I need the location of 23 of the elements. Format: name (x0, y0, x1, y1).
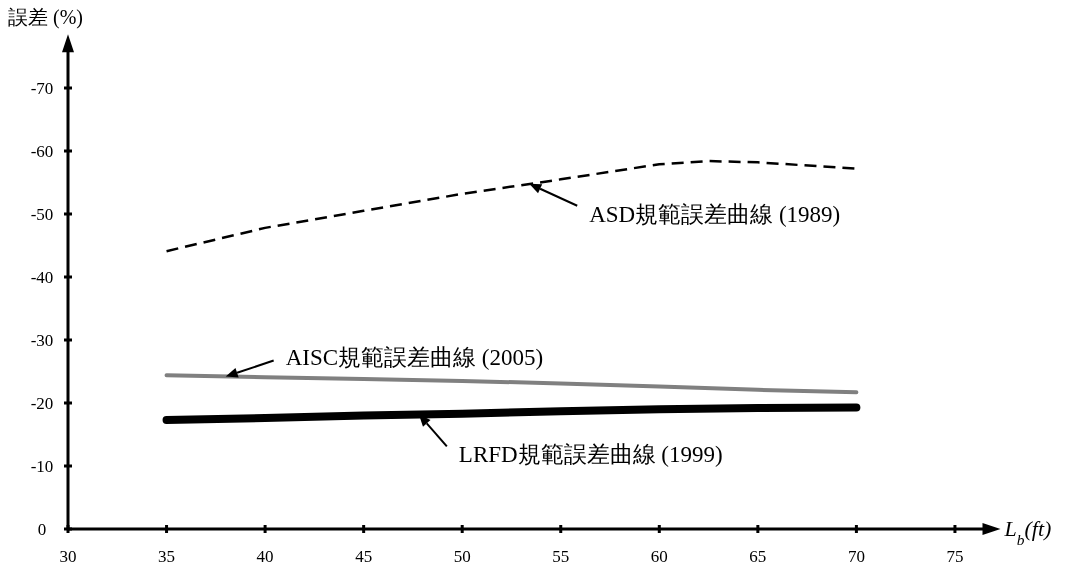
y-tick-label: -20 (30, 394, 54, 413)
x-tick-label: 35 (158, 547, 176, 566)
x-tick-label: 70 (847, 547, 865, 566)
annotation: ASD規範誤差曲線 (1989) (589, 201, 841, 227)
x-axis-title: L$_{b}$(ft) (1003, 516, 1052, 548)
y-tick-label: -30 (30, 331, 54, 350)
x-tick-label: 30 (59, 547, 77, 566)
annotation: AISC規範誤差曲線 (2005) (285, 344, 544, 370)
y-tick-label: -10 (30, 457, 54, 476)
x-tick-label: 50 (453, 547, 471, 566)
y-tick-label: 0 (37, 520, 47, 539)
x-tick-label: 40 (256, 547, 274, 566)
x-tick-label: 75 (946, 547, 964, 566)
y-tick-label: -60 (30, 142, 54, 161)
y-axis-title: 誤差 (%) (8, 6, 83, 29)
x-tick-label: 65 (749, 547, 767, 566)
y-tick-label: -50 (30, 205, 54, 224)
y-tick-label: -40 (30, 268, 54, 287)
x-tick-label: 55 (552, 547, 570, 566)
annotation: LRFD規範誤差曲線 (1999) (458, 442, 723, 468)
y-tick-label: -70 (30, 79, 54, 98)
x-tick-label: 45 (355, 547, 373, 566)
x-tick-label: 60 (650, 547, 668, 566)
